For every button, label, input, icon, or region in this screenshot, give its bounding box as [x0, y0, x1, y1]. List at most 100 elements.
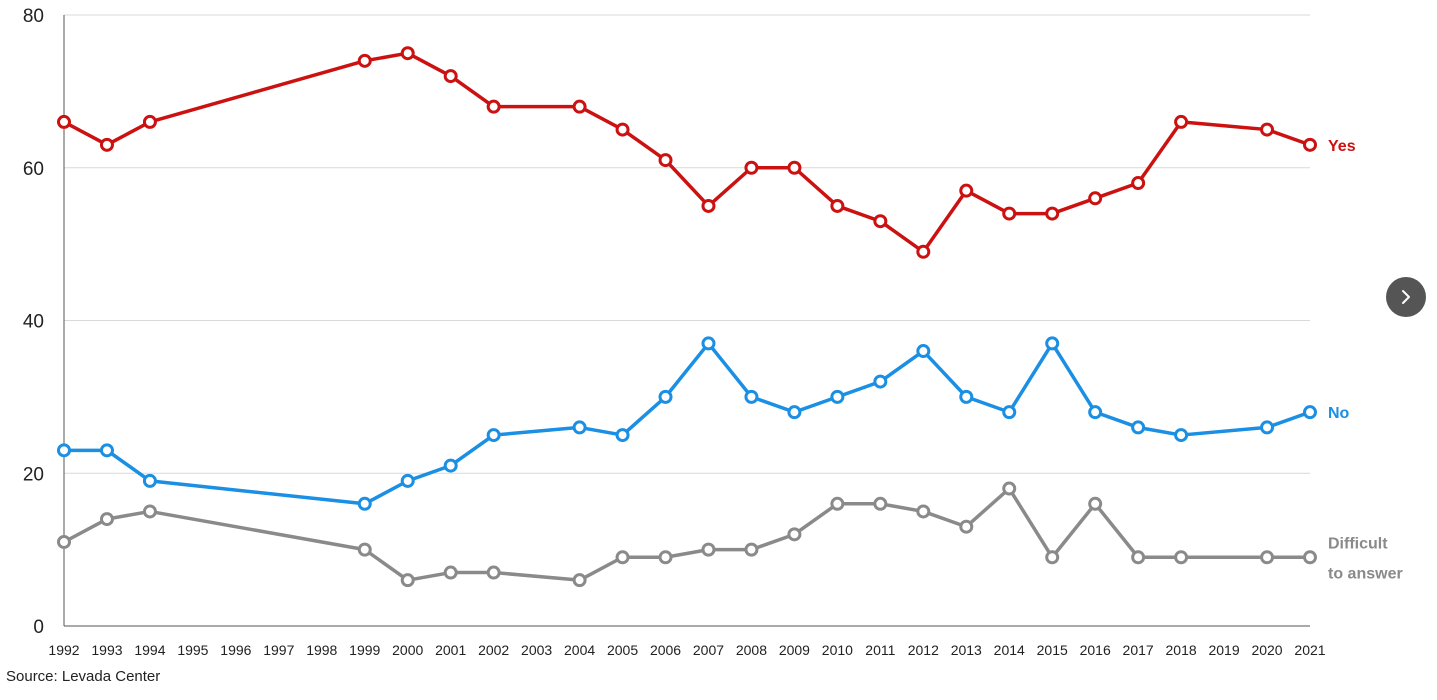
data-point [1088, 191, 1103, 206]
data-point [615, 122, 630, 137]
data-point [443, 69, 458, 84]
data-point [99, 443, 114, 458]
series-line [63, 51, 1311, 254]
series-label: Difficult [1328, 535, 1388, 552]
data-point [572, 420, 587, 435]
x-tick-label: 2018 [1166, 642, 1197, 658]
x-tick-label: 1992 [48, 642, 79, 658]
series-yes [57, 46, 1317, 259]
data-point [1088, 405, 1103, 420]
data-point [1002, 206, 1017, 221]
data-point [873, 214, 888, 229]
data-point [744, 389, 759, 404]
series-label: to answer [1328, 565, 1403, 582]
data-point [873, 496, 888, 511]
data-point [1174, 114, 1189, 129]
data-point [57, 443, 71, 458]
data-point [1131, 176, 1146, 191]
data-point [1002, 481, 1017, 496]
y-tick-label: 60 [23, 159, 44, 180]
data-point [357, 542, 372, 557]
data-point [830, 389, 845, 404]
data-point [400, 473, 415, 488]
data-point [1303, 405, 1317, 420]
x-tick-label: 2013 [951, 642, 982, 658]
series-no [57, 336, 1317, 511]
x-tick-label: 1993 [91, 642, 122, 658]
data-point [400, 46, 415, 61]
series-line [63, 486, 1310, 582]
grid-lines [64, 14, 1310, 474]
data-point [959, 389, 974, 404]
data-point [1174, 550, 1189, 565]
y-tick-label: 80 [23, 6, 44, 27]
x-tick-label: 1996 [220, 642, 251, 658]
x-tick-label: 1995 [177, 642, 208, 658]
x-tick-label: 2010 [822, 642, 853, 658]
data-point [959, 519, 974, 534]
source-note: Source: Levada Center [6, 668, 161, 685]
data-point [916, 344, 931, 359]
series-labels: Yes No Difficult to answer [1328, 138, 1403, 582]
y-tick-label: 40 [23, 312, 44, 333]
x-tick-label: 2021 [1294, 642, 1325, 658]
x-tick-label: 1994 [134, 642, 165, 658]
data-point [486, 99, 501, 114]
data-point [486, 565, 501, 580]
data-point [142, 473, 157, 488]
chevron-right-icon [1402, 290, 1410, 304]
data-point [1002, 405, 1017, 420]
x-tick-label: 2007 [693, 642, 724, 658]
data-point [142, 504, 157, 519]
x-tick-label: 2012 [908, 642, 939, 658]
data-point [357, 496, 372, 511]
data-point [99, 512, 114, 527]
data-point [1045, 206, 1060, 221]
x-tick-label: 2008 [736, 642, 767, 658]
y-tick-label: 20 [23, 464, 44, 485]
data-point [744, 160, 759, 175]
data-point [572, 99, 587, 114]
data-point [615, 428, 630, 443]
data-point [787, 527, 802, 542]
x-tick-label: 2011 [865, 642, 895, 658]
x-tick-label: 2004 [564, 642, 595, 658]
data-point [1131, 420, 1146, 435]
data-point [615, 550, 630, 565]
x-tick-label: 2000 [392, 642, 423, 658]
x-tick-label: 2016 [1080, 642, 1111, 658]
x-tick-label: 2017 [1123, 642, 1154, 658]
data-point [916, 244, 931, 259]
series-group [57, 46, 1317, 588]
x-tick-label: 1998 [306, 642, 337, 658]
series-difficult-to-answer [57, 481, 1317, 588]
x-tick-label: 2009 [779, 642, 810, 658]
data-point [57, 114, 71, 129]
data-point [1260, 122, 1275, 137]
data-point [443, 458, 458, 473]
data-point [787, 160, 802, 175]
data-point [1303, 550, 1317, 565]
data-point [1303, 137, 1317, 152]
axes: 0 20 40 60 80 1992 1993 1994 1995 1996 1997 1998 199… [23, 6, 1326, 658]
data-point [1088, 496, 1103, 511]
x-tick-label: 2015 [1037, 642, 1068, 658]
x-tick-label: 2014 [994, 642, 1025, 658]
x-tick-label: 2003 [521, 642, 552, 658]
x-tick-label: 1997 [263, 642, 294, 658]
data-point [142, 114, 157, 129]
data-point [572, 573, 587, 588]
data-point [701, 336, 716, 351]
data-point [1045, 550, 1060, 565]
data-point [658, 550, 673, 565]
next-slide-button[interactable] [1386, 277, 1426, 317]
data-point [701, 542, 716, 557]
series-label: Yes [1328, 138, 1356, 155]
data-point [400, 573, 415, 588]
data-point [486, 428, 501, 443]
data-point [1174, 428, 1189, 443]
x-tick-label: 2006 [650, 642, 681, 658]
data-point [357, 53, 372, 68]
x-tick-label: 2020 [1251, 642, 1282, 658]
